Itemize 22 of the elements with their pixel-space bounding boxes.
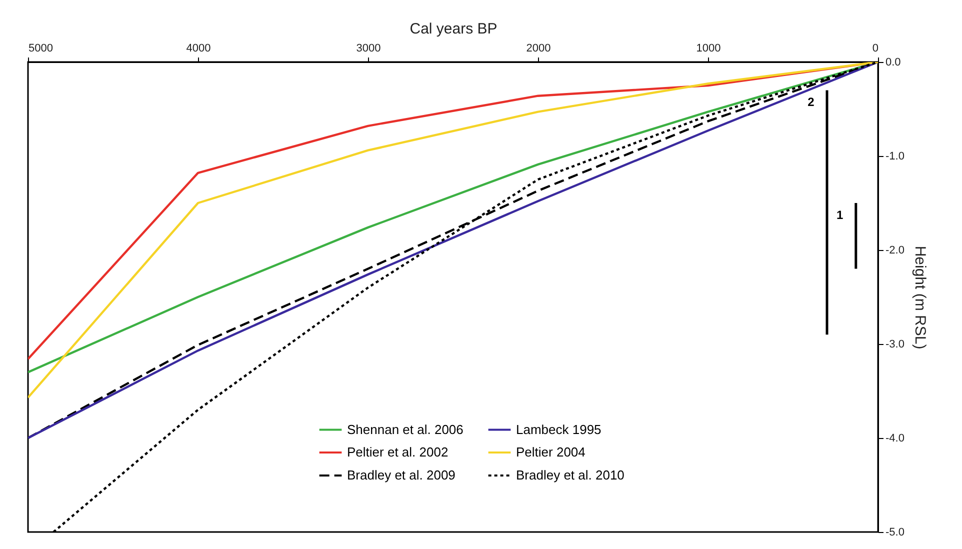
y-tick-label: -3.0	[886, 338, 904, 350]
x-tick-label: 3000	[356, 42, 381, 54]
x-tick-label: 1000	[696, 42, 721, 54]
legend-label: Bradley et al. 2009	[347, 468, 456, 482]
y-tick-label: -4.0	[886, 432, 904, 444]
legend-label: Shennan et al. 2006	[347, 422, 464, 437]
legend-label: Bradley et al. 2010	[516, 468, 624, 482]
x-tick-label: 4000	[186, 42, 211, 54]
y-tick-label: -1.0	[886, 150, 904, 162]
legend-label: Peltier et al. 2002	[347, 444, 448, 460]
legend-label: Peltier 2004	[516, 444, 586, 460]
annotation: 2	[808, 95, 815, 110]
y-tick-label: -2.0	[886, 244, 904, 256]
x-tick-label: 0	[872, 42, 878, 54]
x-axis-title: Cal years BP	[410, 20, 498, 38]
y-tick-label: 0.0	[886, 56, 901, 68]
annotation: 1	[836, 208, 844, 222]
x-tick-label: 2000	[526, 42, 551, 54]
x-tick-label: 5000	[28, 42, 53, 54]
y-tick-label: -5.0	[886, 526, 904, 538]
legend-label: Lambeck 1995	[516, 422, 602, 437]
y-axis-title: Height (m RSL)	[911, 246, 928, 350]
